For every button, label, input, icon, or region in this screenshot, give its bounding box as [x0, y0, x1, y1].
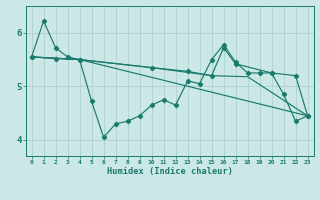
X-axis label: Humidex (Indice chaleur): Humidex (Indice chaleur): [107, 167, 233, 176]
